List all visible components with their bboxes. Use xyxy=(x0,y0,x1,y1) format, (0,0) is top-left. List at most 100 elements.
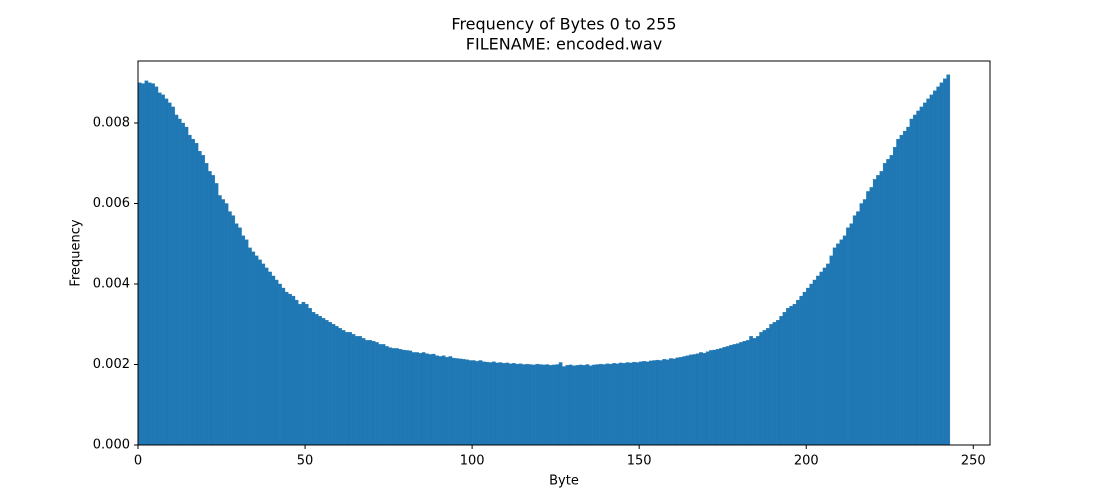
bar xyxy=(772,322,777,446)
bar xyxy=(274,279,279,446)
bar xyxy=(278,283,282,446)
bar xyxy=(448,356,453,446)
bar xyxy=(582,365,586,446)
bar xyxy=(184,126,189,446)
bar xyxy=(468,360,473,446)
bar xyxy=(368,340,373,446)
bar xyxy=(629,362,633,446)
bar xyxy=(405,350,409,446)
bar xyxy=(578,364,583,446)
bar xyxy=(365,340,369,446)
bar xyxy=(164,98,169,446)
bar xyxy=(715,349,720,446)
bar xyxy=(485,361,489,446)
plot-frame xyxy=(137,60,991,446)
bar xyxy=(281,287,286,446)
bar xyxy=(749,336,753,446)
bar xyxy=(852,215,857,446)
bar xyxy=(632,361,636,446)
bar xyxy=(782,312,787,446)
bar xyxy=(909,118,914,446)
bar xyxy=(191,138,195,446)
bar xyxy=(471,360,476,446)
bar xyxy=(869,187,874,446)
bar xyxy=(588,365,593,446)
bar xyxy=(675,357,680,446)
bar xyxy=(451,357,456,446)
bar xyxy=(568,364,573,446)
bar xyxy=(174,114,179,446)
bar xyxy=(752,338,757,446)
bar xyxy=(528,364,533,446)
x-tick-label: 200 xyxy=(794,454,819,469)
bar xyxy=(375,342,379,446)
bar xyxy=(268,271,272,446)
bar xyxy=(538,364,543,446)
bar xyxy=(595,364,600,446)
bar xyxy=(194,142,199,446)
bar xyxy=(866,191,870,446)
bar xyxy=(488,362,493,446)
bar xyxy=(345,332,349,446)
bar xyxy=(328,322,332,446)
bar xyxy=(765,328,770,446)
bar xyxy=(943,78,947,446)
bar xyxy=(361,338,366,446)
bar xyxy=(157,92,162,446)
bar xyxy=(896,138,900,446)
bar xyxy=(177,118,182,446)
y-axis-label: Frequency xyxy=(69,219,84,286)
bar xyxy=(351,334,356,446)
bar xyxy=(154,86,159,446)
bar xyxy=(679,357,683,446)
bar xyxy=(294,299,299,446)
bar xyxy=(495,362,499,446)
bar xyxy=(171,106,175,446)
bar xyxy=(254,255,259,446)
bar xyxy=(224,203,229,446)
bar xyxy=(348,332,352,446)
bar xyxy=(839,239,844,446)
bar xyxy=(806,287,810,446)
bar xyxy=(218,195,222,446)
bar xyxy=(238,227,242,446)
bar xyxy=(939,82,944,446)
bar xyxy=(301,301,306,446)
bar xyxy=(672,358,677,446)
bar xyxy=(849,223,854,446)
bar xyxy=(732,344,737,446)
bar xyxy=(776,320,780,446)
bar xyxy=(321,318,326,446)
bar xyxy=(755,336,760,446)
bar xyxy=(197,151,202,446)
bar xyxy=(786,307,790,446)
bar xyxy=(234,223,239,446)
bar xyxy=(926,98,931,446)
bar xyxy=(618,362,623,446)
bar xyxy=(702,353,707,446)
bar xyxy=(892,146,897,446)
bar xyxy=(722,347,727,446)
x-tick-label: 50 xyxy=(297,454,314,469)
bar xyxy=(635,362,640,446)
bar xyxy=(498,362,503,446)
bar xyxy=(735,343,740,446)
bar xyxy=(381,344,386,446)
bar xyxy=(662,359,667,446)
bar xyxy=(167,102,172,446)
bar xyxy=(208,171,212,446)
bar xyxy=(401,349,406,446)
bar xyxy=(438,356,443,446)
x-tick-label: 100 xyxy=(460,454,485,469)
bar xyxy=(478,360,483,446)
bar xyxy=(565,365,570,446)
bar xyxy=(318,316,322,446)
bar xyxy=(859,203,864,446)
bar xyxy=(929,94,934,446)
bar xyxy=(532,364,536,446)
bar xyxy=(204,163,209,446)
bar xyxy=(334,326,339,446)
bar xyxy=(856,211,860,446)
bar xyxy=(518,363,523,446)
